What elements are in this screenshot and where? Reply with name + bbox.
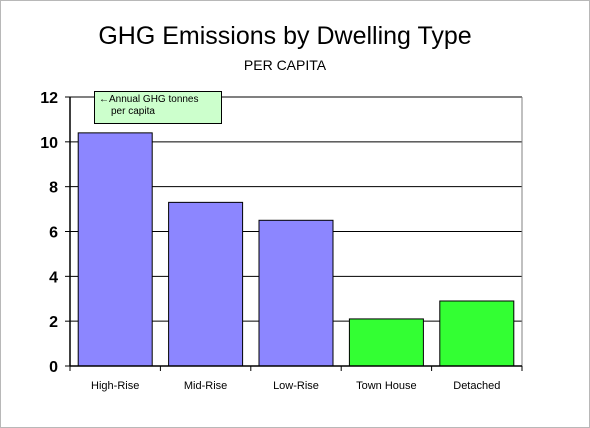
annotation-box: ←Annual GHG tonnes per capita: [94, 91, 222, 124]
bar-detached: [439, 300, 515, 367]
annotation-line-1: Annual GHG tonnes: [109, 94, 199, 105]
bar-high-rise: [77, 132, 153, 367]
y-tick-label: 0: [49, 359, 58, 376]
x-tick-label: High-Rise: [91, 380, 139, 392]
x-tick-label: Town House: [356, 380, 417, 392]
chart-subtitle: PER CAPITA: [243, 57, 327, 73]
bar-mid-rise: [168, 201, 244, 367]
y-tick-label: 2: [49, 314, 58, 331]
y-tick-label: 10: [40, 135, 58, 152]
chart-title: GHG Emissions by Dwelling Type: [98, 22, 472, 50]
y-tick-label: 12: [40, 90, 58, 107]
y-tick-label: 8: [49, 180, 58, 197]
bar-town-house: [348, 318, 424, 367]
y-tick-label: 4: [49, 269, 58, 286]
y-tick-label: 6: [49, 225, 58, 242]
annotation-arrow: ←: [99, 94, 109, 105]
x-tick-label: Mid-Rise: [184, 380, 227, 392]
x-tick-label: Low-Rise: [273, 380, 319, 392]
annotation-line-2: per capita: [111, 106, 155, 117]
x-tick-label: Detached: [453, 380, 500, 392]
bar-low-rise: [258, 219, 334, 367]
